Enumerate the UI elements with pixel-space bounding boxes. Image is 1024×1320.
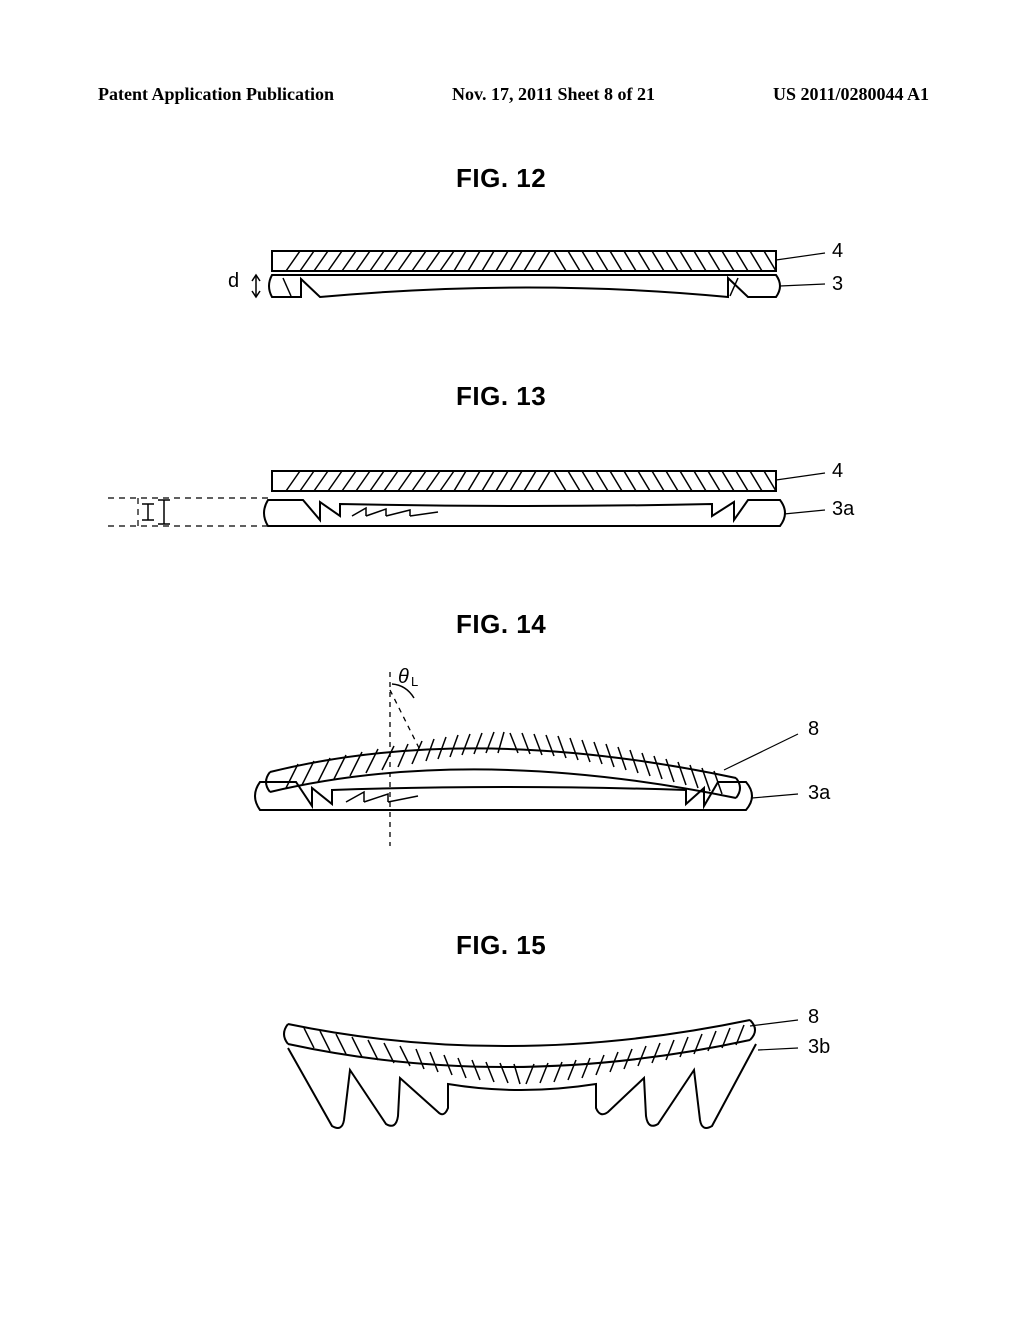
fig14-title: FIG. 14 <box>456 609 546 640</box>
fig12-label-4: 4 <box>832 240 843 263</box>
page-header: Patent Application Publication Nov. 17, … <box>0 84 1024 105</box>
fig15-title: FIG. 15 <box>456 930 546 961</box>
fig15-label-8: 8 <box>808 1006 819 1029</box>
fig12-label-d: d <box>228 270 239 293</box>
header-right: US 2011/0280044 A1 <box>773 84 929 105</box>
fig14-label-8: 8 <box>808 718 819 741</box>
fig13-label-4: 4 <box>832 460 843 483</box>
header-left: Patent Application Publication <box>98 84 334 105</box>
fig15-label-3b: 3b <box>808 1036 830 1059</box>
fig14-label-theta-sub: L <box>411 674 418 689</box>
fig12-title: FIG. 12 <box>456 163 546 194</box>
fig12-label-3: 3 <box>832 273 843 296</box>
fig14-label-3a: 3a <box>808 782 830 805</box>
fig13-label-3a: 3a <box>832 498 854 521</box>
fig14-drawing <box>242 664 850 864</box>
fig14-label-theta: θ <box>398 666 409 689</box>
fig13-drawing <box>108 468 850 546</box>
fig15-drawing <box>270 1012 850 1142</box>
fig12-drawing <box>230 248 850 318</box>
fig13-title: FIG. 13 <box>456 381 546 412</box>
header-center: Nov. 17, 2011 Sheet 8 of 21 <box>452 84 655 105</box>
